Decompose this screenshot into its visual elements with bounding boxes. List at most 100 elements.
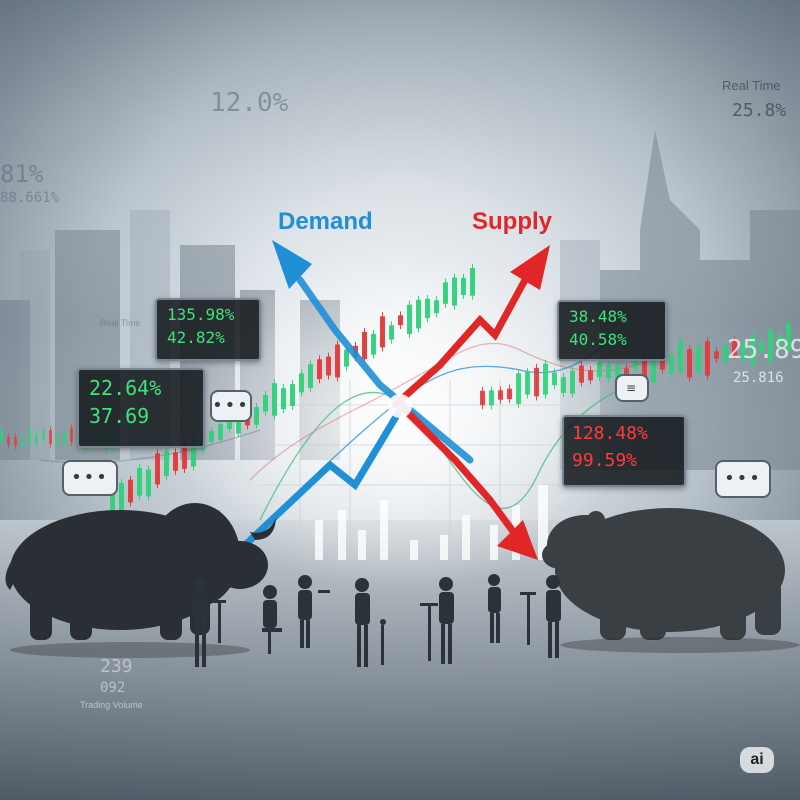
candle [777, 335, 782, 348]
candle [480, 390, 485, 406]
trader-figures [193, 574, 561, 667]
candle [425, 298, 430, 319]
left-large-panel-value-1: 22.64% [89, 376, 162, 400]
candle [561, 377, 566, 393]
supply-label: Supply [472, 208, 553, 235]
candle [552, 372, 557, 386]
candle [434, 300, 439, 314]
candle [218, 424, 223, 440]
right-red-panel: 128.48% 99.59% [562, 415, 686, 487]
candle [687, 349, 692, 378]
candle [696, 346, 701, 373]
ghost-label-trading-volume: Trading Volume [80, 700, 143, 710]
candle [128, 479, 133, 503]
candle [606, 365, 611, 379]
candle [489, 390, 494, 406]
candle [42, 430, 45, 440]
candle [35, 434, 38, 445]
candle [227, 422, 232, 429]
candle [155, 453, 160, 485]
candle [443, 282, 448, 304]
ghost-number-bottom-left-1: 239 [100, 656, 133, 677]
candle [633, 359, 638, 369]
candle [534, 367, 539, 397]
ghost-number-right-1: 25.89 [727, 335, 800, 365]
candle [326, 356, 331, 376]
candle [723, 345, 728, 362]
candle [705, 341, 710, 376]
chat-bubble-icon: ≡ [615, 374, 649, 402]
candle [263, 394, 268, 412]
left-large-panel-value-2: 37.69 [89, 404, 150, 428]
candle [470, 268, 475, 296]
candle [525, 371, 530, 395]
candle [398, 315, 403, 326]
bear-figure [542, 508, 785, 640]
chat-bubble-icon: ••• [715, 460, 771, 498]
ghost-number-right-2: 25.816 [733, 370, 784, 386]
candle [110, 489, 115, 520]
candle [660, 358, 665, 370]
supply-arrow [391, 245, 550, 560]
candle [28, 428, 31, 445]
candle [209, 431, 214, 442]
candle [173, 452, 178, 471]
left-large-panel: 22.64% 37.69 [77, 368, 205, 448]
ghost-label-left-small: Real Time [100, 318, 141, 328]
ai-watermark-badge: ai [740, 747, 774, 773]
ghost-number-left-2: 88.661% [0, 190, 60, 206]
candle [191, 439, 196, 467]
candle [498, 390, 503, 400]
ghost-label-top-right: Real Time [722, 78, 781, 93]
candle [0, 429, 3, 443]
candle [759, 341, 764, 352]
candle [741, 343, 746, 360]
right-green-panel-value-1: 38.48% [569, 307, 627, 326]
candle [669, 355, 674, 375]
candle [344, 349, 349, 367]
right-green-panel: 38.48% 40.58% [557, 300, 667, 361]
candle [137, 467, 142, 496]
candle [182, 444, 187, 469]
candle [63, 431, 66, 445]
candle [164, 451, 169, 476]
candle [543, 363, 548, 395]
ghost-number-bottom-left-2: 092 [100, 680, 126, 696]
candle [380, 316, 385, 348]
ghost-number-top-center: 12.0% [210, 88, 289, 118]
chat-bubble-icon: ••• [62, 460, 118, 496]
candle [768, 330, 773, 361]
candle [651, 356, 656, 383]
candle [588, 370, 593, 381]
candle [371, 333, 376, 355]
candle [750, 335, 755, 365]
candle [308, 364, 313, 389]
ghost-number-top-right: 25.8% [732, 100, 787, 121]
right-green-panel-value-2: 40.58% [569, 330, 627, 349]
candle [407, 304, 412, 335]
candle [389, 325, 394, 340]
left-small-panel-value-2: 42.82% [167, 328, 225, 347]
candle [14, 437, 17, 446]
candle [70, 427, 73, 442]
candle [281, 388, 286, 410]
candle [714, 351, 719, 359]
right-candle-chart [480, 319, 791, 410]
candle [732, 339, 737, 356]
ghost-number-left-1: 81% [0, 160, 44, 188]
demand-arrow [241, 240, 474, 549]
left-small-panel: 135.98% 42.82% [155, 298, 261, 361]
candle [317, 359, 322, 380]
candle [678, 341, 683, 372]
candle [597, 362, 602, 378]
right-red-panel-value-1: 128.48% [572, 423, 648, 444]
left-small-panel-value-1: 135.98% [167, 305, 235, 324]
candle [461, 277, 466, 295]
chat-bubble-icon: ••• [210, 390, 252, 422]
candle [579, 365, 584, 383]
candle [21, 437, 24, 447]
candle [299, 373, 304, 393]
demand-label: Demand [278, 208, 373, 235]
bull-figure [5, 503, 276, 640]
